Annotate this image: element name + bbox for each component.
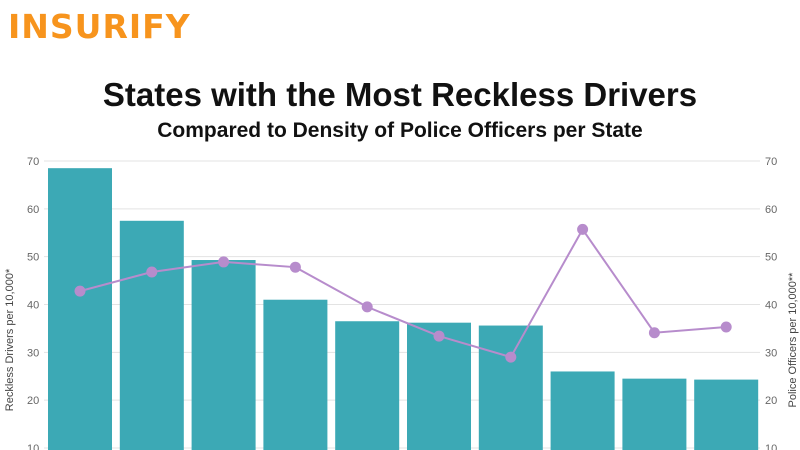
bar [694, 379, 759, 450]
left-tick-label: 10 [27, 443, 39, 450]
line-point [577, 223, 589, 235]
right-tick-label: 70 [765, 156, 777, 168]
chart-title: States with the Most Reckless Drivers [102, 76, 698, 113]
line-path [79, 227, 727, 359]
left-axis-label: Reckless Drivers per 10,000* [4, 268, 16, 411]
right-tick-label: 10 [765, 443, 777, 450]
right-axis-ticks: 10 20 30 40 50 60 70 [765, 156, 777, 450]
line-point [648, 327, 660, 339]
line-point [218, 256, 230, 268]
bar [550, 371, 615, 450]
bar [478, 325, 543, 450]
chart-subtitle: Compared to Density of Police Officers p… [157, 119, 643, 142]
right-tick-label: 50 [765, 252, 777, 264]
right-tick-label: 20 [765, 395, 777, 407]
bar [335, 321, 400, 450]
line-point [433, 330, 445, 342]
left-tick-label: 20 [27, 395, 39, 407]
bar [191, 260, 256, 450]
right-tick-label: 60 [765, 204, 777, 216]
bar [407, 322, 471, 450]
left-tick-label: 30 [27, 347, 39, 359]
line-point [361, 301, 373, 313]
insurify-logo: INSURIFY [8, 7, 191, 46]
left-axis-ticks: 10 20 30 40 50 60 70 [27, 156, 39, 450]
left-tick-label: 40 [27, 300, 39, 312]
line-point [74, 285, 86, 297]
line-series [74, 223, 732, 363]
line-point [146, 266, 158, 278]
bar [263, 299, 328, 450]
right-axis-label: Police Officers per 10,000** [787, 272, 799, 408]
bar [119, 220, 184, 450]
bar [622, 378, 687, 450]
left-tick-label: 60 [27, 204, 39, 216]
line-point [720, 321, 732, 333]
line-point [289, 261, 301, 273]
right-tick-label: 40 [765, 300, 777, 312]
line-point [505, 351, 517, 363]
bar [48, 168, 112, 450]
bar-series [48, 168, 759, 450]
left-tick-label: 50 [27, 252, 39, 264]
right-tick-label: 30 [765, 347, 777, 359]
left-tick-label: 70 [27, 156, 39, 168]
